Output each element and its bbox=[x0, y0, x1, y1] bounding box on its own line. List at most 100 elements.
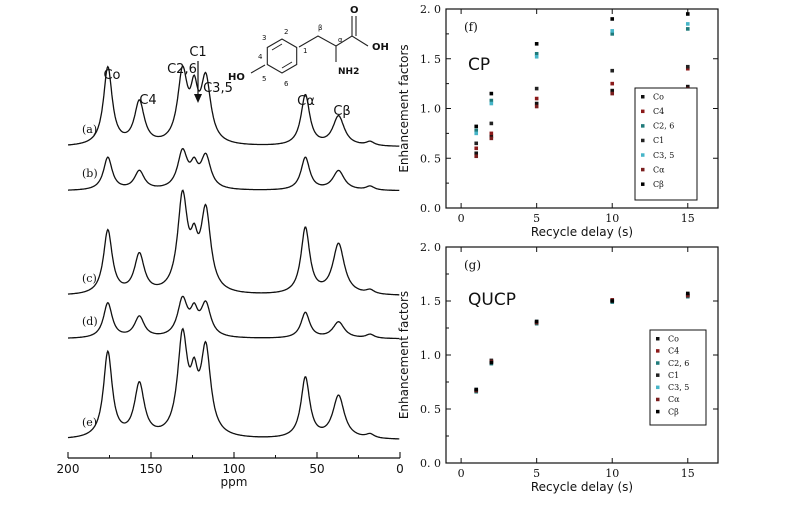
ring-num-2: 2 bbox=[284, 28, 288, 36]
data-point bbox=[610, 32, 615, 36]
beta-label: β bbox=[318, 24, 322, 32]
legend-marker bbox=[641, 109, 645, 114]
data-point bbox=[685, 22, 690, 26]
data-point bbox=[489, 134, 494, 139]
data-point bbox=[534, 42, 539, 46]
legend-marker bbox=[641, 95, 645, 99]
data-point bbox=[489, 91, 494, 96]
x-axis-label: ppm bbox=[221, 475, 248, 489]
data-point bbox=[610, 29, 615, 33]
acid-oh-label: OH bbox=[372, 42, 389, 53]
legend-label: C3, 5 bbox=[653, 151, 674, 160]
ring-num-1: 1 bbox=[303, 47, 307, 55]
data-point bbox=[474, 128, 479, 133]
x-tick-label: 10 bbox=[605, 212, 619, 225]
benzene-ring bbox=[266, 38, 298, 74]
legend-label: C2, 6 bbox=[668, 359, 689, 368]
legend-marker bbox=[641, 182, 645, 186]
legend-label: C4 bbox=[653, 107, 664, 116]
carbonyl-o-label: O bbox=[350, 5, 359, 16]
spectrum-trace bbox=[68, 147, 400, 192]
data-point bbox=[685, 66, 690, 71]
legend-marker bbox=[656, 385, 660, 390]
panel-label: (g) bbox=[464, 258, 481, 272]
ring-double-bonds bbox=[271, 43, 293, 69]
data-point bbox=[534, 319, 539, 324]
legend-label: Cα bbox=[653, 165, 665, 174]
data-point bbox=[685, 84, 690, 89]
ring-num-4: 4 bbox=[258, 53, 263, 61]
y-tick-label: 1. 5 bbox=[420, 295, 441, 308]
ho-bond bbox=[250, 64, 266, 74]
legend-label: Cβ bbox=[653, 180, 664, 189]
y-tick-label: 0. 0 bbox=[420, 202, 441, 215]
data-point bbox=[610, 88, 615, 93]
y-tick-label: 2. 0 bbox=[420, 3, 441, 16]
x-tick-label: 150 bbox=[140, 462, 163, 476]
legend-label: Cβ bbox=[668, 407, 679, 416]
legend-label: C2, 6 bbox=[653, 122, 674, 131]
panel-label: (f) bbox=[464, 20, 478, 34]
data-point bbox=[610, 17, 615, 21]
alpha-label: α bbox=[338, 36, 343, 44]
data-point bbox=[474, 131, 479, 136]
data-point bbox=[685, 291, 690, 296]
legend-label: C3, 5 bbox=[668, 383, 689, 392]
spectrum-trace bbox=[67, 189, 400, 296]
spectrum-trace bbox=[68, 295, 400, 340]
legend-label: C1 bbox=[653, 136, 664, 145]
spectrum-trace bbox=[67, 327, 400, 440]
side-chain bbox=[298, 35, 369, 48]
x-tick-label: 0 bbox=[458, 212, 465, 225]
panel-title: CP bbox=[468, 55, 490, 75]
cp-scatter-panel: 0. 0 0. 5 1. 0 1. 5 2. 0 0 5 10 15 Recycle delay … bbox=[397, 3, 719, 239]
y-tick-label: 1. 5 bbox=[420, 53, 441, 66]
trace-label: (d) bbox=[82, 315, 98, 328]
x-tick-label: 15 bbox=[681, 212, 695, 225]
panel-title: QUCP bbox=[468, 290, 516, 310]
y-tick-label: 0. 0 bbox=[420, 457, 441, 470]
data-point bbox=[474, 146, 479, 151]
data-point bbox=[489, 101, 494, 106]
legend-label: Co bbox=[653, 93, 664, 102]
data-point bbox=[489, 98, 494, 103]
trace-label: (a) bbox=[82, 123, 97, 136]
data-point bbox=[534, 96, 539, 101]
legend-marker bbox=[656, 361, 660, 365]
peak-label: Cα bbox=[297, 94, 315, 109]
legend-label: C1 bbox=[668, 371, 679, 380]
ring-num-3: 3 bbox=[262, 34, 266, 42]
data-point bbox=[534, 54, 539, 59]
x-tick-label: 5 bbox=[533, 212, 540, 225]
x-tick-label: 10 bbox=[605, 467, 619, 480]
data-point bbox=[610, 68, 615, 73]
x-tick-label: 200 bbox=[57, 462, 80, 476]
spectrum-trace bbox=[68, 65, 400, 147]
data-point bbox=[610, 299, 615, 303]
peak-label: C1 bbox=[189, 45, 206, 60]
y-tick-label: 2. 0 bbox=[420, 241, 441, 254]
legend-label: C4 bbox=[668, 347, 679, 356]
legend-marker bbox=[641, 153, 645, 157]
legend-marker bbox=[641, 138, 645, 143]
legend-marker bbox=[656, 337, 660, 341]
data-point bbox=[489, 131, 494, 136]
legend-label: Co bbox=[668, 335, 679, 344]
c1-arrow-head bbox=[194, 94, 202, 103]
y-tick-label: 0. 5 bbox=[420, 403, 441, 416]
data-point bbox=[534, 104, 539, 109]
x-tick-label: 0 bbox=[458, 467, 465, 480]
legend-marker bbox=[656, 373, 660, 377]
data-point bbox=[489, 136, 494, 141]
legend-marker bbox=[656, 349, 660, 353]
data-point bbox=[685, 293, 690, 298]
data-point bbox=[685, 27, 690, 31]
data-point bbox=[534, 86, 539, 91]
data-point bbox=[685, 64, 690, 69]
data-point bbox=[534, 51, 539, 56]
y-axis-label: Enhancement factors bbox=[397, 291, 411, 419]
peak-label: C4 bbox=[139, 93, 156, 108]
qucp-scatter-panel: 0. 0 0. 5 1. 0 1. 5 2. 0 0 5 10 15 Recycle delay … bbox=[397, 241, 719, 494]
ring-num-5: 5 bbox=[262, 75, 266, 83]
